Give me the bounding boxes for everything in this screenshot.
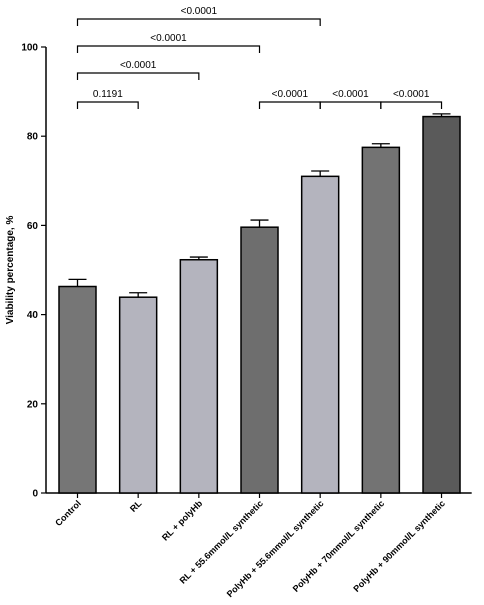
- bar: [179, 258, 219, 494]
- significance-bracket: [76, 45, 261, 53]
- significance-bracket: [380, 101, 443, 109]
- bars: [58, 115, 461, 494]
- p-value-label: 0.1191: [93, 89, 123, 100]
- category-label: Control: [53, 498, 83, 528]
- significance-bracket: [76, 18, 321, 26]
- significance-bracket: [319, 101, 382, 109]
- y-tick-label: 100: [21, 43, 38, 54]
- y-axis-title: Viability percentage, %: [5, 216, 16, 325]
- significance-bracket: [76, 101, 139, 109]
- bar: [361, 146, 401, 494]
- bar: [422, 115, 461, 494]
- bar: [300, 175, 340, 494]
- error-bars: [68, 113, 451, 298]
- category-label: RL: [128, 498, 144, 514]
- p-value-label: <0.0001: [120, 60, 157, 71]
- p-value-label: <0.0001: [393, 89, 430, 100]
- p-value-label: <0.0001: [150, 33, 187, 44]
- significance-bracket: [76, 72, 200, 80]
- bar: [58, 285, 97, 494]
- bar: [118, 296, 158, 494]
- axes: 0 20 40 60 80 100: [21, 43, 472, 500]
- y-tick-label: 40: [27, 310, 39, 321]
- p-value-label: <0.0001: [181, 6, 218, 17]
- bar: [240, 226, 279, 494]
- significance-bracket: [258, 101, 321, 109]
- category-label: PolyHb + 55.6mmol/L synthetic: [225, 498, 326, 599]
- y-tick-label: 80: [27, 132, 39, 143]
- y-tick-label: 0: [32, 489, 38, 500]
- y-tick-label: 20: [27, 399, 39, 410]
- category-label: RL + polyHb: [160, 498, 205, 543]
- p-value-label: <0.0001: [332, 89, 369, 100]
- y-tick-label: 60: [27, 221, 39, 232]
- significance-brackets: 0.1191 <0.0001 <0.0001 <0.0001 <0.0001 <0.000…: [76, 6, 443, 109]
- p-value-label: <0.0001: [272, 89, 309, 100]
